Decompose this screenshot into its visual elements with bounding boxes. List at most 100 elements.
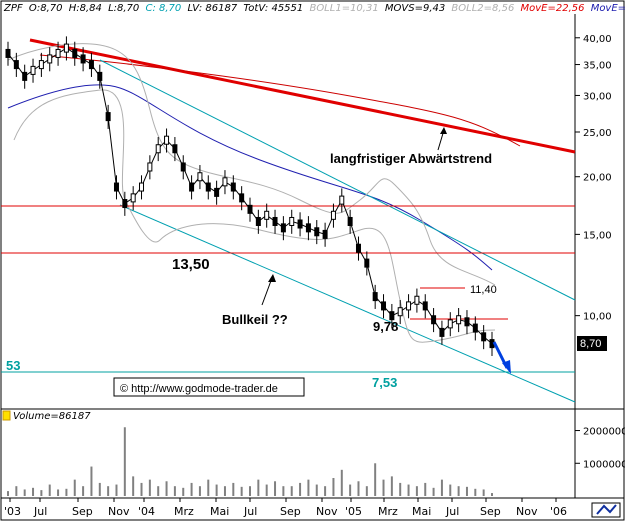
candle-body [13,60,19,70]
header-boll2: BOLL2=8,56 [451,3,514,14]
candle-body [97,71,103,81]
candle-body [47,54,53,64]
label-bullkeil: Bullkeil ?? [222,312,288,327]
volume-title: Volume=86187 [13,411,91,422]
long-trend-line [29,38,576,154]
candle-body [447,319,453,329]
copyright-text: © http://www.godmode-trader.de [120,383,278,395]
label-13-50: 13,50 [172,256,210,273]
x-tick-label: Mrz [174,505,194,518]
last-price-label: 8,70 [580,338,601,350]
candle-body [205,182,211,192]
y-axis-ticks: 40,00 35,00 30,00 25,00 20,00 15,00 10,00 [575,34,612,323]
candle-body [289,216,295,226]
forecast-arrow-head [502,360,511,374]
x-tick-label: Nov [316,505,338,518]
candle-body [481,332,487,342]
y-tick-label: 10,00 [583,312,612,323]
candle-body [55,48,61,58]
header-totv: TotV: 45551 [243,3,303,14]
candle-body [30,65,36,75]
label-long-trend: langfristiger Abwärtstrend [330,151,492,166]
candle-body [472,323,478,333]
x-tick-label: '05 [345,505,362,518]
header-low: L:8,70 [108,3,139,14]
candle-body [297,219,303,229]
candle-body [247,204,253,214]
candle-body [347,216,353,226]
candle-body [230,182,236,192]
candle-body [172,144,178,154]
candle-body [5,48,11,58]
label-53: 53 [6,358,20,373]
header-lv: LV: 86187 [187,3,237,14]
candle-body [239,193,245,203]
candle-body [22,71,28,81]
x-tick-label: Nov [108,505,130,518]
x-tick-label: Sep [480,505,501,518]
volume-tick-label: 1000000 [583,459,625,470]
candle-body [264,210,270,220]
x-tick-label: Mai [210,505,229,518]
y-tick-label: 40,00 [583,34,612,45]
channel-upper-line [99,59,576,301]
bollinger-upper [7,43,496,286]
x-tick-label: '06 [550,505,567,518]
header-move-blue: MovE=12,41 [591,3,625,14]
candle-body [414,295,420,305]
x-axis-ticks: '03 Jul Sep Nov '04 Mrz Mai Jul Sep Nov '05 Mrz Mai J… [4,498,567,518]
candle-body [422,301,428,311]
candle-body [180,162,186,172]
annotation-arrows [261,127,447,306]
logo-icon [596,504,617,515]
candle-body [364,258,370,268]
candle-body [314,227,320,237]
label-11-40: 11,40 [470,284,497,296]
y-tick-label: 15,00 [583,230,612,241]
candle-body [280,223,286,233]
y-tick-label: 25,00 [583,128,612,139]
moving-average-red [39,54,521,147]
label-9-78: 9,78 [373,319,398,334]
candle-body [38,60,44,70]
candle-body [272,216,278,226]
candle-body [456,315,462,325]
candle-body [214,187,220,197]
candle-body [431,315,437,325]
candle-body [63,43,69,53]
bullkeil-pointer-line [261,277,273,306]
header-move-red: MovE=22,56 [521,3,585,14]
header-close: C: 8,70 [145,3,181,14]
candle-body [439,327,445,337]
overlays [1,38,576,403]
candle-body [105,112,111,122]
volume-marker-icon [2,410,11,421]
last-price-box [577,336,607,351]
candle-body [155,144,161,154]
x-tick-label: Jul [445,505,459,518]
channel-lower-line [119,204,576,403]
volume-bars [7,427,493,496]
x-tick-label: Sep [280,505,301,518]
candle-body [397,307,403,317]
candle-body [139,182,145,192]
copyright-box [113,377,305,397]
x-tick-label: Jul [33,505,47,518]
candle-body [339,195,345,205]
x-tick-label: Jul [243,505,257,518]
candle-body [389,311,395,321]
y-tick-label: 30,00 [583,91,612,102]
x-tick-label: Mrz [378,505,398,518]
header-boll1: BOLL1=10,31 [309,3,378,14]
x-tick-label: '04 [138,505,155,518]
candle-body [197,172,203,182]
label-7-53: 7,53 [372,375,397,390]
logo-box [591,502,621,518]
candle-body [113,182,119,192]
x-tick-label: Sep [72,505,93,518]
x-tick-label: '03 [4,505,21,518]
x-tick-label: Nov [516,505,538,518]
